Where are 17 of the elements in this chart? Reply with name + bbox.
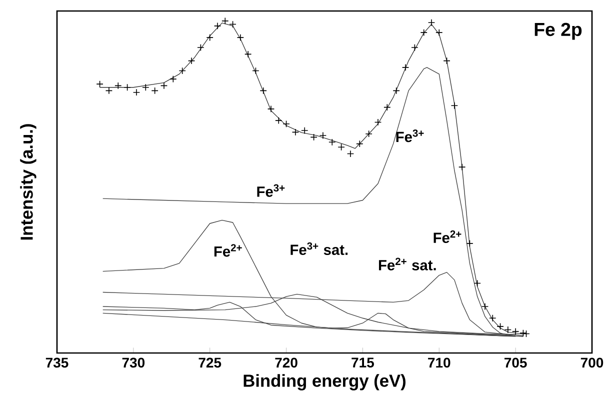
annotation: Fe$^{3+}$ (257, 184, 285, 197)
annotation: Fe$^{2+}$ (434, 230, 462, 244)
annotation: Fe$^{2+}$ sat. (378, 258, 436, 270)
annotation: Fe$^{3+}$ sat. (290, 242, 348, 255)
x-tick-label: 715 (352, 358, 374, 368)
annotation: Fe$^{3+}$ (396, 130, 424, 142)
x-tick-label: 735 (46, 358, 68, 368)
y-axis-title: Intensity (a.u.) (20, 124, 36, 240)
x-tick-label: 705 (504, 358, 527, 368)
annotation: Fe$^{2+}$ (214, 244, 242, 257)
x-tick-label: 720 (275, 358, 298, 368)
x-tick-label: 725 (198, 358, 222, 368)
x-tick-label: 730 (122, 358, 145, 368)
x-axis-title: Binding energy (eV) (244, 374, 406, 390)
annotation: Fe 2p (534, 22, 582, 40)
x-tick-label: 710 (428, 358, 450, 368)
x-tick-label: 700 (580, 358, 604, 368)
